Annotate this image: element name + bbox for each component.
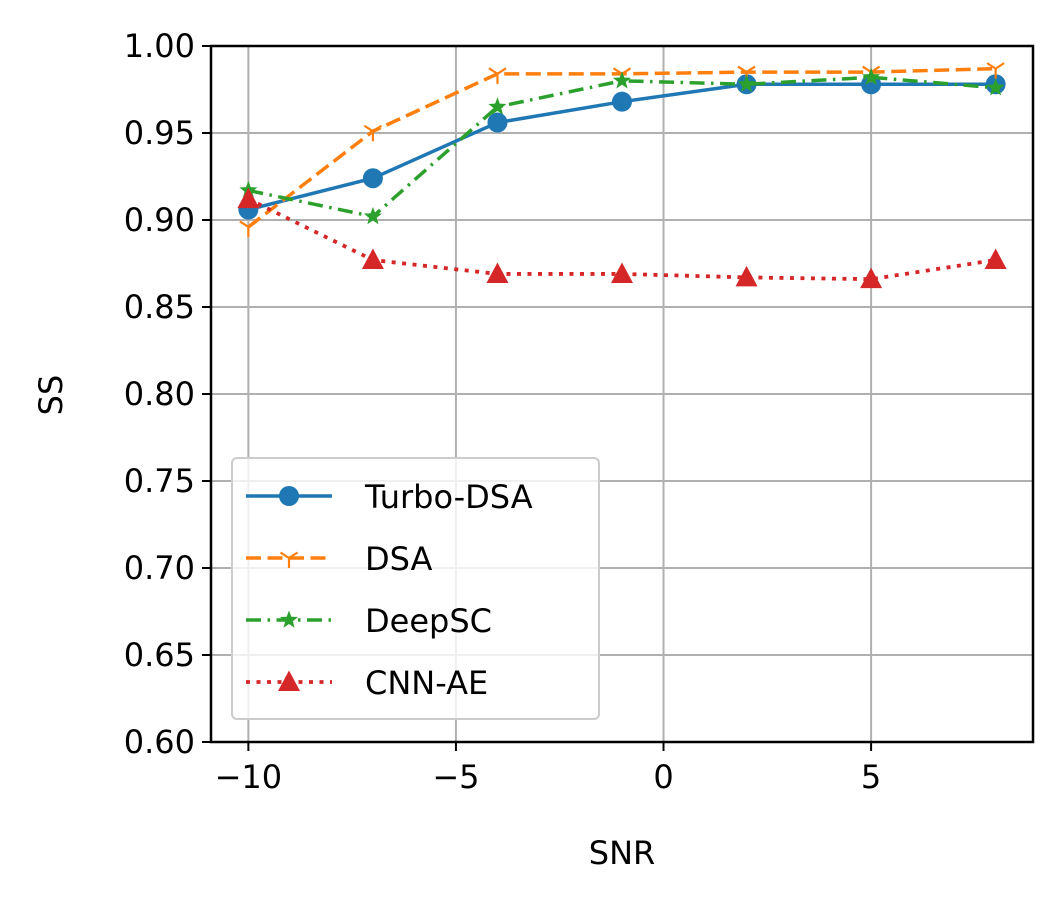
deepsc-point <box>488 97 507 115</box>
series-cnn-ae <box>237 187 1007 289</box>
y-tick-label: 0.90 <box>124 201 195 239</box>
deepsc-legend-marker <box>279 610 299 628</box>
legend-box <box>231 457 600 720</box>
legend-item-turbo-dsa: Turbo-DSA <box>246 478 533 516</box>
cnn-ae-point <box>237 187 260 209</box>
legend: Turbo-DSA DSA DeepSC CNN-AE <box>231 457 600 720</box>
y-tick-label: 0.80 <box>124 375 195 413</box>
y-tick-label: 0.75 <box>124 462 195 500</box>
turbo-dsa-point <box>612 91 632 112</box>
y-ticks: 0.60 0.65 0.70 0.75 0.80 0.85 0.90 0.95 1.00 <box>124 27 211 761</box>
x-tick-label: 5 <box>861 758 881 796</box>
series-turbo-dsa <box>238 74 1006 220</box>
cnn-ae-point <box>735 265 758 287</box>
series-dsa <box>239 62 1005 237</box>
deepsc-point <box>363 207 382 225</box>
dsa-point <box>986 62 1005 79</box>
x-ticks: −10 −5 0 5 <box>215 742 881 796</box>
cnn-ae-legend-marker <box>278 670 300 691</box>
cnn-ae-point <box>486 262 509 283</box>
legend-label: Turbo-DSA <box>364 478 533 516</box>
x-tick-label: 0 <box>653 758 673 796</box>
x-tick-label: −5 <box>432 758 479 796</box>
x-axis-label: SNR <box>589 834 655 872</box>
cnn-ae-point <box>860 267 883 289</box>
dsa-point <box>363 124 383 142</box>
dsa-point <box>488 67 507 84</box>
turbo-dsa-legend-marker <box>279 486 299 506</box>
cnn-ae-point <box>984 248 1007 270</box>
legend-item-dsa: DSA <box>246 540 433 578</box>
turbo-dsa-point <box>362 168 383 189</box>
y-tick-label: 0.70 <box>124 549 195 587</box>
deepsc-point <box>986 78 1005 96</box>
deepsc-point <box>612 71 632 89</box>
x-tick-label: −10 <box>215 758 283 796</box>
y-tick-label: 1.00 <box>124 27 195 65</box>
dsa-point <box>239 220 258 237</box>
legend-item-cnn-ae: CNN-AE <box>246 664 488 702</box>
turbo-dsa-point <box>487 112 508 133</box>
series-group <box>237 62 1007 289</box>
legend-label: DeepSC <box>365 602 492 640</box>
y-axis-label: SS <box>32 375 70 416</box>
dsa-legend-marker <box>279 551 299 568</box>
y-tick-label: 0.95 <box>124 114 195 152</box>
legend-item-deepsc: DeepSC <box>246 602 492 640</box>
y-tick-label: 0.60 <box>124 723 195 761</box>
deepsc-point <box>862 67 881 86</box>
y-tick-label: 0.85 <box>124 288 195 326</box>
legend-label: DSA <box>365 540 433 578</box>
deepsc-point <box>737 74 756 92</box>
cnn-ae-point <box>361 248 384 270</box>
cnn-ae-point <box>611 262 633 283</box>
legend-label: CNN-AE <box>365 664 488 702</box>
y-tick-label: 0.65 <box>124 636 195 674</box>
